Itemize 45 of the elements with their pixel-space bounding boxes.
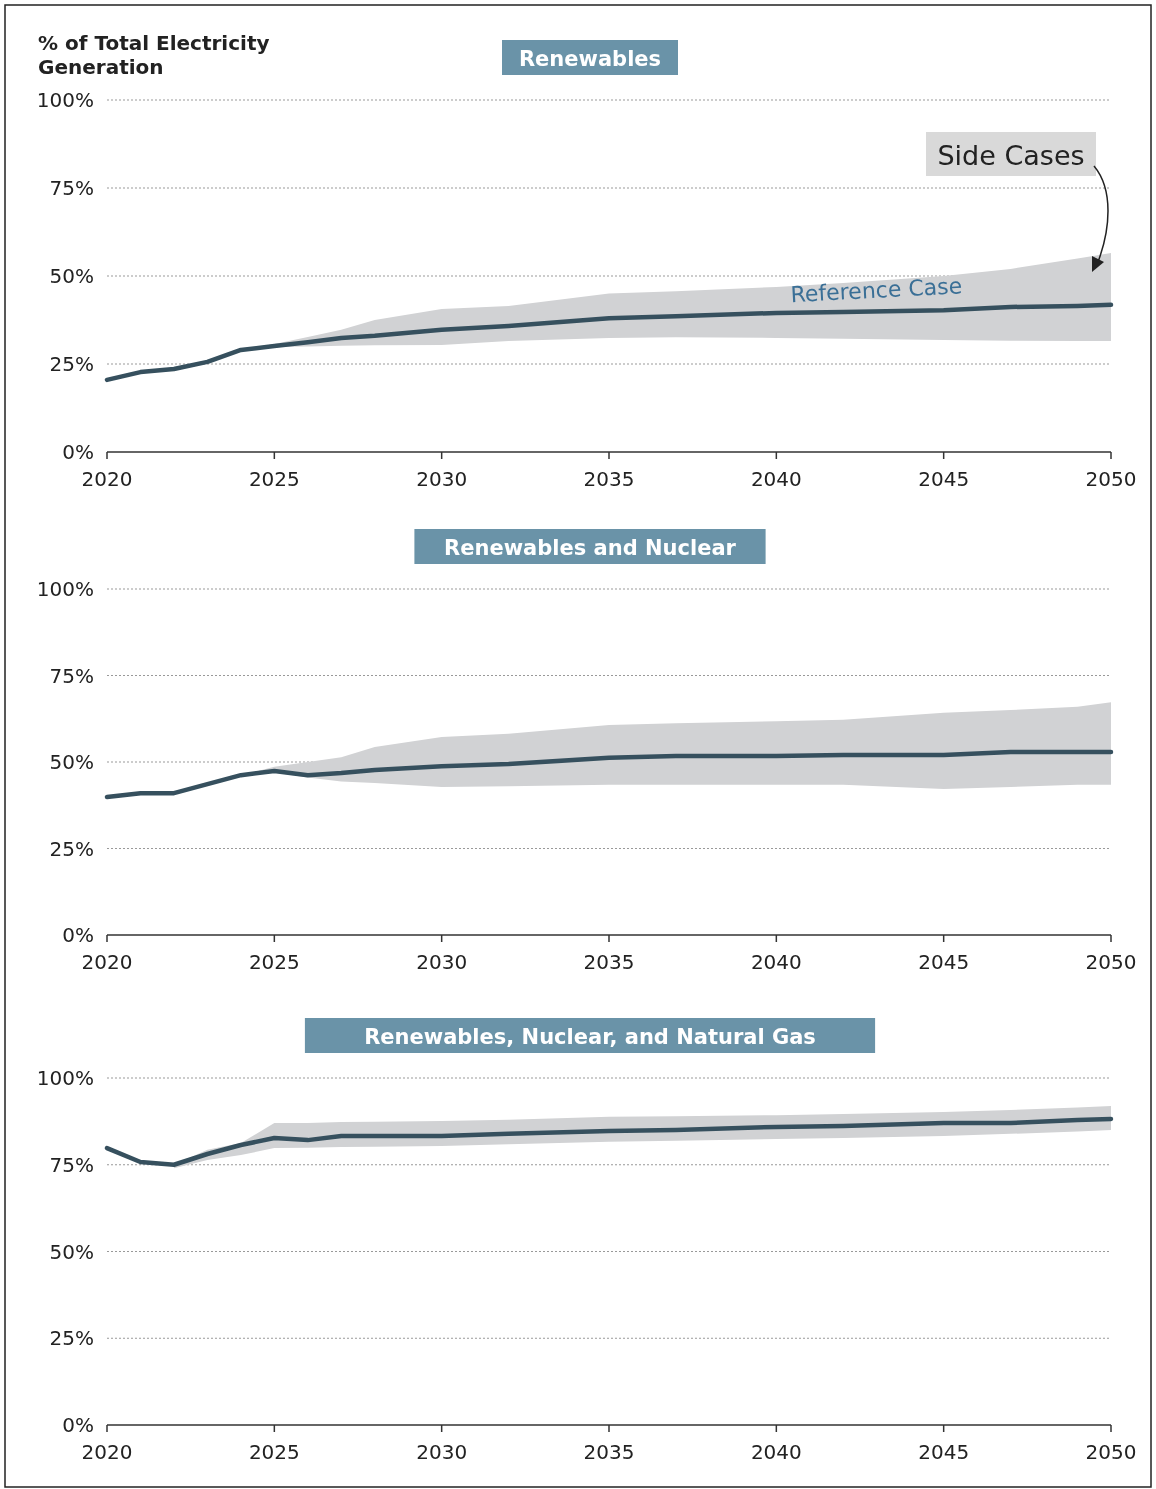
x-tick-label: 2030 — [416, 950, 468, 974]
x-tick-label: 2035 — [583, 1440, 635, 1464]
x-tick-label: 2035 — [583, 950, 635, 974]
line-series — [104, 749, 1114, 800]
y-tick-label: 75% — [49, 176, 94, 200]
y-tick-label: 75% — [49, 1152, 94, 1177]
y-tick-label: 50% — [49, 750, 94, 774]
y-tick-label: 50% — [49, 264, 94, 288]
x-tick-label: 2025 — [248, 950, 300, 974]
x-tick-label: 2040 — [750, 467, 802, 491]
x-tick-label: 2030 — [416, 1440, 468, 1464]
y-tick-label: 100% — [36, 1066, 94, 1090]
chart-title: Renewables, Nuclear, and Natural Gas — [364, 1025, 816, 1049]
annotation: Reference Case — [789, 273, 963, 308]
x-tick-label: 2045 — [918, 1440, 970, 1464]
y-tick-label: 25% — [49, 1326, 94, 1351]
y-tick-label: 0% — [62, 923, 94, 947]
x-tick-label: 2050 — [1085, 1440, 1137, 1464]
x-tick-label: 2025 — [248, 467, 300, 491]
y-tick-label: 50% — [49, 1239, 94, 1264]
x-tick-label: 2045 — [918, 950, 970, 974]
x-tick-label: 2040 — [750, 1440, 802, 1464]
x-tick-label: 2020 — [81, 1440, 133, 1464]
y-tick-label: 25% — [49, 352, 94, 376]
chart-title: Renewables — [518, 47, 662, 71]
line-series — [104, 1116, 1114, 1167]
y-tick-label: 75% — [49, 663, 94, 688]
y-tick-label: 25% — [49, 836, 94, 861]
x-tick-label: 2035 — [583, 467, 635, 491]
y-tick-label: 0% — [62, 1413, 94, 1437]
chart-title: Renewables and Nuclear — [444, 536, 737, 560]
x-tick-label: 2020 — [81, 950, 133, 974]
y-tick-label: 0% — [62, 440, 94, 464]
annotation: Side Cases — [937, 140, 1085, 171]
y-tick-label: 100% — [36, 88, 94, 112]
y-tick-label: 100% — [36, 577, 94, 601]
x-tick-label: 2050 — [1085, 950, 1137, 974]
x-tick-label: 2020 — [81, 467, 133, 491]
x-tick-label: 2030 — [416, 467, 468, 491]
y-axis-title: % of Total Electricity Generation — [38, 31, 270, 79]
x-tick-label: 2040 — [750, 950, 802, 974]
x-tick-label: 2045 — [918, 467, 970, 491]
line-series — [104, 302, 1114, 383]
x-tick-label: 2025 — [248, 1440, 300, 1464]
x-tick-label: 2050 — [1085, 467, 1137, 491]
